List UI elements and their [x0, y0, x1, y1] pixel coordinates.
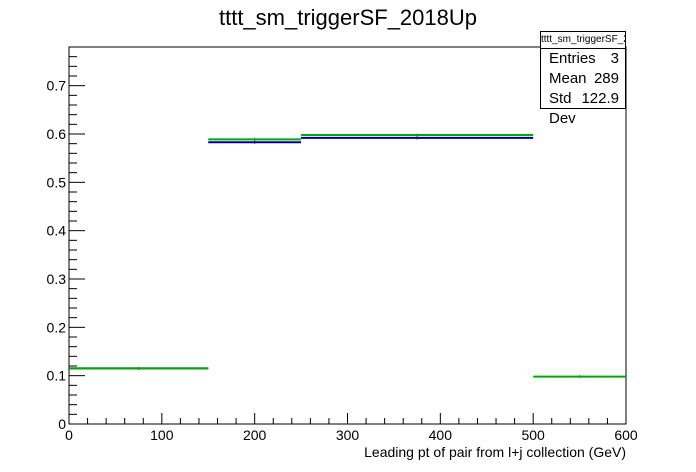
stats-row-entries: Entries 3: [541, 49, 625, 69]
x-tick-label: 200: [243, 427, 267, 443]
x-axis: 0 100 200 300 400 500 600: [65, 413, 638, 443]
x-tick-label: 600: [614, 427, 638, 443]
stats-title: tttt_sm_triggerSF_2018Up: [541, 32, 625, 49]
x-tick-label: 500: [521, 427, 545, 443]
y-tick-label: 0.6: [47, 126, 67, 142]
y-tick-label: 0.1: [47, 368, 67, 384]
y-tick-label: 0.7: [47, 78, 67, 94]
y-tick-label: 0.2: [47, 319, 67, 335]
y-tick-label: 0.4: [47, 223, 67, 239]
x-tick-label: 300: [336, 427, 360, 443]
stats-label: Mean: [549, 70, 587, 87]
stats-value: 289: [593, 70, 619, 87]
x-tick-label: 100: [150, 427, 174, 443]
stats-label: Std Dev: [549, 90, 576, 127]
x-tick-label: 400: [429, 427, 453, 443]
stats-value: 122.9: [581, 90, 619, 107]
y-tick-label: 0: [58, 416, 66, 432]
x-axis-title: Leading pt of pair from l+j collection (…: [364, 444, 626, 460]
x-tick-label: 0: [65, 427, 73, 443]
y-axis: 0 0.1 0.2 0.3 0.4 0.5 0.6 0.7: [47, 46, 85, 432]
stats-row-mean: Mean 289: [541, 69, 625, 89]
stats-label: Entries: [549, 50, 596, 67]
y-tick-label: 0.3: [47, 271, 67, 287]
stats-value: 3: [610, 50, 619, 67]
y-tick-label: 0.5: [47, 174, 67, 190]
stats-box: tttt_sm_triggerSF_2018Up Entries 3 Mean …: [540, 31, 626, 127]
chart-title: tttt_sm_triggerSF_2018Up: [219, 5, 477, 30]
stats-row-stddev: Std Dev 122.9: [541, 89, 625, 127]
histogram-marks: [69, 133, 626, 379]
